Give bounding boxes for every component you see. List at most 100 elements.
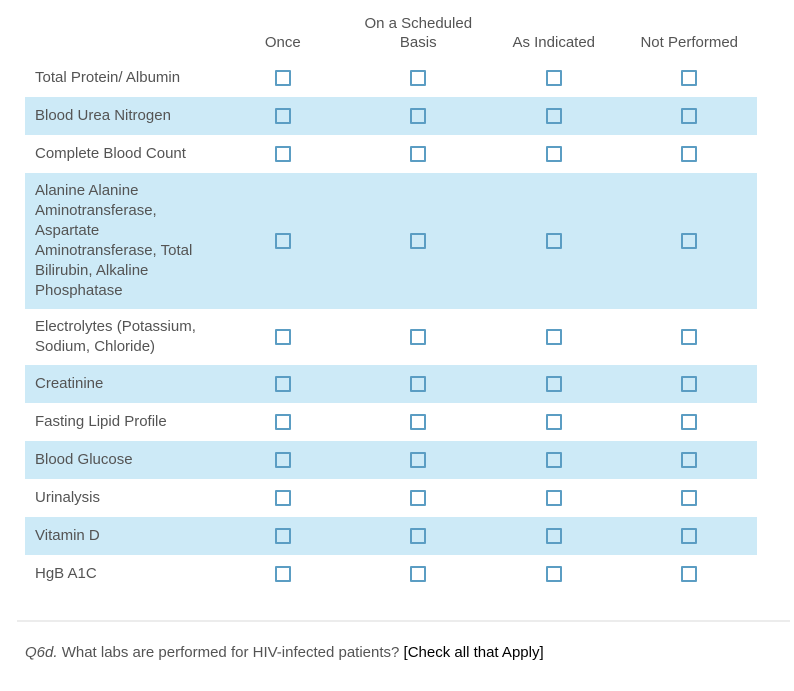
matrix-checkbox[interactable]: [274, 376, 291, 392]
checkbox-cell: [351, 146, 487, 162]
matrix-checkbox[interactable]: [681, 452, 698, 468]
checkbox-cell: [215, 108, 351, 124]
matrix-checkbox[interactable]: [410, 566, 427, 582]
matrix-checkbox[interactable]: [545, 376, 562, 392]
table-row: Vitamin D: [25, 517, 757, 555]
matrix-body: Total Protein/ Albumin Blood Urea Nitrog…: [25, 59, 757, 593]
checkbox-cell: [486, 70, 622, 86]
matrix-checkbox[interactable]: [410, 108, 427, 124]
matrix-checkbox[interactable]: [545, 414, 562, 430]
matrix-checkbox[interactable]: [681, 108, 698, 124]
checkbox-cell: [351, 414, 487, 430]
matrix-header: Once On a Scheduled Basis As Indicated N…: [25, 0, 757, 59]
matrix-checkbox[interactable]: [545, 108, 562, 124]
row-label: Vitamin D: [35, 527, 100, 544]
matrix-checkbox[interactable]: [274, 108, 291, 124]
matrix-checkbox[interactable]: [545, 566, 562, 582]
table-row: HgB A1C: [25, 555, 757, 593]
matrix-checkbox[interactable]: [410, 414, 427, 430]
checkbox-cell: [622, 566, 758, 582]
matrix-checkbox[interactable]: [681, 146, 698, 162]
matrix-checkbox[interactable]: [545, 490, 562, 506]
checkbox-cell: [351, 70, 487, 86]
checkbox-cell: [486, 566, 622, 582]
checkbox-cell: [215, 376, 351, 392]
checkbox-cell: [215, 452, 351, 468]
labs-matrix-table: Once On a Scheduled Basis As Indicated N…: [25, 0, 757, 593]
table-row: Electrolytes (Potassium, Sodium, Chlorid…: [25, 309, 757, 365]
divider: [17, 620, 790, 622]
checkbox-cell: [622, 233, 758, 249]
checkbox-cell: [622, 70, 758, 86]
question-suffix: [Check all that Apply]: [403, 644, 544, 661]
checkbox-cell: [486, 233, 622, 249]
row-label: Alanine Alanine Aminotransferase, Aspart…: [35, 182, 193, 299]
matrix-checkbox[interactable]: [274, 146, 291, 162]
checkbox-cell: [622, 146, 758, 162]
question: Q6d. What labs are performed for HIV-inf…: [25, 643, 794, 663]
matrix-checkbox[interactable]: [274, 566, 291, 582]
checkbox-cell: [351, 566, 487, 582]
matrix-checkbox[interactable]: [681, 566, 698, 582]
matrix-checkbox[interactable]: [681, 233, 698, 249]
matrix-checkbox[interactable]: [681, 528, 698, 544]
row-label: Complete Blood Count: [35, 145, 186, 162]
checkbox-cell: [351, 329, 487, 345]
table-row: Blood Urea Nitrogen: [25, 97, 757, 135]
matrix-checkbox[interactable]: [410, 146, 427, 162]
row-label: Fasting Lipid Profile: [35, 413, 167, 430]
checkbox-cell: [351, 108, 487, 124]
matrix-checkbox[interactable]: [274, 329, 291, 345]
checkbox-cell: [215, 528, 351, 544]
matrix-checkbox[interactable]: [274, 233, 291, 249]
matrix-checkbox[interactable]: [545, 70, 562, 86]
checkbox-cell: [215, 329, 351, 345]
checkbox-cell: [486, 414, 622, 430]
matrix-checkbox[interactable]: [545, 146, 562, 162]
matrix-checkbox[interactable]: [274, 490, 291, 506]
checkbox-cell: [351, 490, 487, 506]
matrix-checkbox[interactable]: [545, 452, 562, 468]
matrix-checkbox[interactable]: [545, 528, 562, 544]
checkbox-cell: [486, 146, 622, 162]
table-row: Complete Blood Count: [25, 135, 757, 173]
matrix-checkbox[interactable]: [681, 376, 698, 392]
column-header-scheduled-basis: On a Scheduled Basis: [364, 15, 473, 51]
matrix-checkbox[interactable]: [681, 414, 698, 430]
matrix-checkbox[interactable]: [410, 376, 427, 392]
matrix-checkbox[interactable]: [410, 490, 427, 506]
column-header-once: Once: [264, 34, 301, 51]
checkbox-cell: [622, 452, 758, 468]
checkbox-cell: [622, 414, 758, 430]
row-label: HgB A1C: [35, 565, 97, 582]
checkbox-cell: [622, 376, 758, 392]
question-number: Q6d.: [25, 644, 58, 661]
checkbox-cell: [486, 490, 622, 506]
matrix-checkbox[interactable]: [681, 70, 698, 86]
matrix-checkbox[interactable]: [410, 70, 427, 86]
matrix-checkbox[interactable]: [274, 528, 291, 544]
matrix-checkbox[interactable]: [681, 329, 698, 345]
checkbox-cell: [622, 490, 758, 506]
checkbox-cell: [486, 108, 622, 124]
table-row: Fasting Lipid Profile: [25, 403, 757, 441]
table-row: Total Protein/ Albumin: [25, 59, 757, 97]
row-label: Creatinine: [35, 375, 104, 392]
matrix-checkbox[interactable]: [410, 452, 427, 468]
table-row: Creatinine: [25, 365, 757, 403]
matrix-checkbox[interactable]: [274, 452, 291, 468]
checkbox-cell: [215, 566, 351, 582]
column-header-as-indicated: As Indicated: [512, 34, 596, 51]
checkbox-cell: [351, 528, 487, 544]
matrix-checkbox[interactable]: [410, 233, 427, 249]
matrix-checkbox[interactable]: [410, 528, 427, 544]
matrix-checkbox[interactable]: [681, 490, 698, 506]
matrix-checkbox[interactable]: [410, 329, 427, 345]
checkbox-cell: [486, 528, 622, 544]
matrix-checkbox[interactable]: [545, 329, 562, 345]
table-row: Blood Glucose: [25, 441, 757, 479]
matrix-checkbox[interactable]: [274, 414, 291, 430]
matrix-checkbox[interactable]: [274, 70, 291, 86]
checkbox-cell: [622, 108, 758, 124]
matrix-checkbox[interactable]: [545, 233, 562, 249]
